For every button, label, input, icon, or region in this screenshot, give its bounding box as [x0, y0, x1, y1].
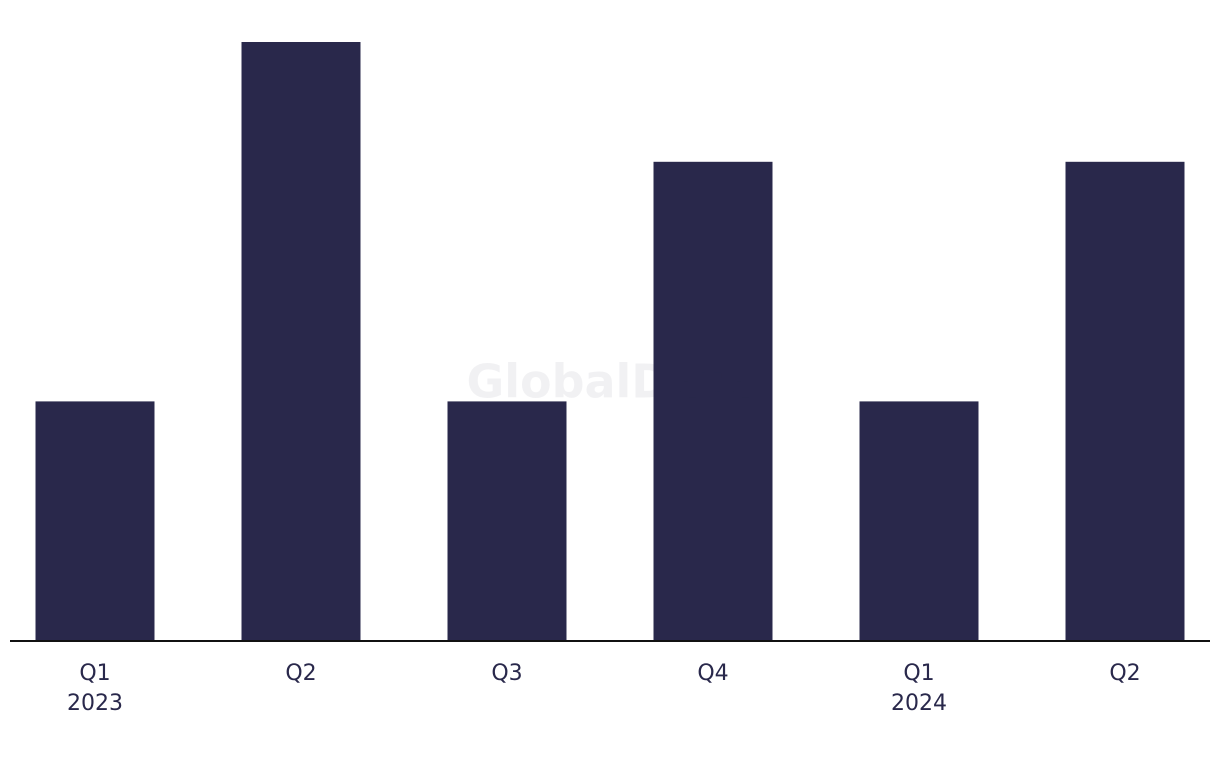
x-tick-label: Q2 [285, 661, 317, 686]
bar [653, 161, 773, 642]
bar [35, 401, 155, 641]
watermark: GlobalData [466, 355, 753, 409]
x-tick-label: Q1 2024 [891, 661, 947, 716]
x-tick-label: Q3 [491, 661, 523, 686]
x-tick-label: Q1 2023 [67, 661, 123, 716]
bar [447, 401, 567, 641]
x-tick-label: Q4 [697, 661, 729, 686]
bar [241, 42, 361, 641]
bar [859, 401, 979, 641]
bar [1065, 161, 1185, 642]
x-tick-label: Q2 [1109, 661, 1141, 686]
